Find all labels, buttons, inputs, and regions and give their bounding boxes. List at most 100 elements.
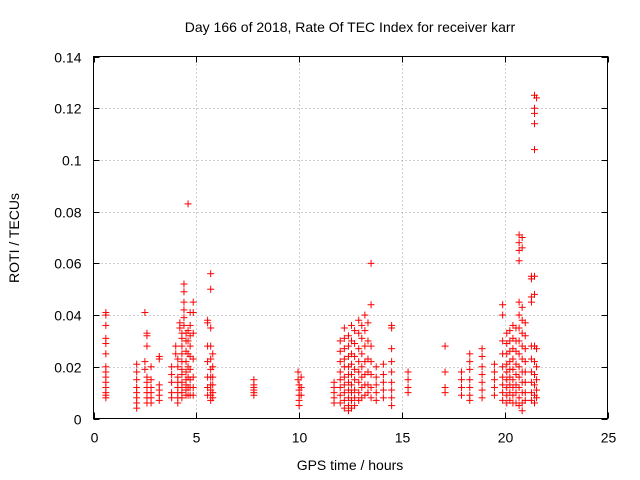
data-point xyxy=(531,399,539,407)
data-point xyxy=(388,386,396,394)
data-point xyxy=(295,402,303,410)
data-point xyxy=(441,368,449,376)
data-point xyxy=(178,394,186,402)
data-point xyxy=(102,321,110,329)
data-point xyxy=(168,363,176,371)
data-point xyxy=(515,363,523,371)
data-point xyxy=(340,381,348,389)
y-axis-label: ROTI / TECUs xyxy=(6,193,22,283)
data-point xyxy=(515,324,523,332)
data-point xyxy=(344,332,352,340)
data-point xyxy=(209,363,217,371)
data-point xyxy=(330,399,338,407)
data-point xyxy=(340,334,348,342)
data-point xyxy=(490,360,498,368)
data-point xyxy=(515,394,523,402)
chart-title: Day 166 of 2018, Rate Of TEC Index for r… xyxy=(185,19,516,35)
data-point xyxy=(367,259,375,267)
data-point xyxy=(189,391,197,399)
data-point xyxy=(102,350,110,358)
data-point xyxy=(143,332,151,340)
y-tick-label: 0.04 xyxy=(54,308,81,324)
data-point xyxy=(367,301,375,309)
data-point xyxy=(355,389,363,397)
data-point xyxy=(515,373,523,381)
x-tick-label: 20 xyxy=(498,430,514,446)
data-point xyxy=(180,288,188,296)
data-point xyxy=(351,386,359,394)
data-point xyxy=(340,324,348,332)
x-tick-labels: 0 5 10 15 20 25 xyxy=(91,430,617,446)
data-point xyxy=(207,270,215,278)
data-point xyxy=(186,321,194,329)
data-point xyxy=(186,365,194,373)
data-point xyxy=(351,402,359,410)
data-point xyxy=(499,381,507,389)
data-point xyxy=(344,342,352,350)
data-point xyxy=(336,368,344,376)
data-point xyxy=(351,327,359,335)
data-point xyxy=(367,383,375,391)
data-points xyxy=(102,91,541,415)
y-tick-label: 0.14 xyxy=(54,50,81,66)
data-point xyxy=(209,373,217,381)
data-point xyxy=(348,371,356,379)
data-point xyxy=(531,358,539,366)
data-point xyxy=(297,391,305,399)
data-point xyxy=(209,381,217,389)
data-point xyxy=(499,396,507,404)
data-point xyxy=(388,324,396,332)
data-point xyxy=(351,352,359,360)
data-point xyxy=(348,321,356,329)
data-point xyxy=(174,355,182,363)
data-point xyxy=(340,404,348,412)
data-point xyxy=(180,306,188,314)
data-point xyxy=(340,345,348,353)
data-point xyxy=(441,342,449,350)
data-point xyxy=(404,389,412,397)
data-point xyxy=(189,355,197,363)
data-point xyxy=(372,381,380,389)
data-point xyxy=(458,376,466,384)
data-point xyxy=(521,368,529,376)
x-tick-label: 0 xyxy=(91,430,99,446)
data-point xyxy=(518,303,526,311)
data-point xyxy=(478,345,486,353)
data-point xyxy=(367,371,375,379)
data-point xyxy=(521,345,529,353)
data-point xyxy=(533,363,541,371)
data-point xyxy=(172,350,180,358)
data-point xyxy=(379,371,387,379)
data-point xyxy=(141,358,149,366)
data-point xyxy=(209,350,217,358)
data-point xyxy=(358,321,366,329)
data-point xyxy=(478,378,486,386)
data-point xyxy=(250,391,258,399)
grid-lines xyxy=(93,56,608,419)
data-point xyxy=(147,399,155,407)
data-point xyxy=(379,394,387,402)
data-point xyxy=(499,337,507,345)
data-point xyxy=(518,234,526,241)
data-point xyxy=(490,368,498,376)
data-point xyxy=(388,368,396,376)
data-point xyxy=(379,360,387,368)
data-point xyxy=(458,368,466,376)
data-point xyxy=(294,368,302,376)
data-point xyxy=(533,376,541,384)
data-point xyxy=(189,298,197,306)
data-point xyxy=(499,373,507,381)
data-point xyxy=(172,342,180,350)
data-point xyxy=(531,120,539,128)
x-tick-label: 10 xyxy=(292,430,308,446)
data-point xyxy=(209,394,217,402)
data-point xyxy=(174,399,182,407)
data-point xyxy=(207,285,215,293)
data-point xyxy=(531,381,539,389)
data-point xyxy=(358,334,366,342)
data-point xyxy=(336,376,344,384)
data-point xyxy=(186,342,194,350)
data-point xyxy=(515,350,523,358)
data-point xyxy=(355,358,363,366)
